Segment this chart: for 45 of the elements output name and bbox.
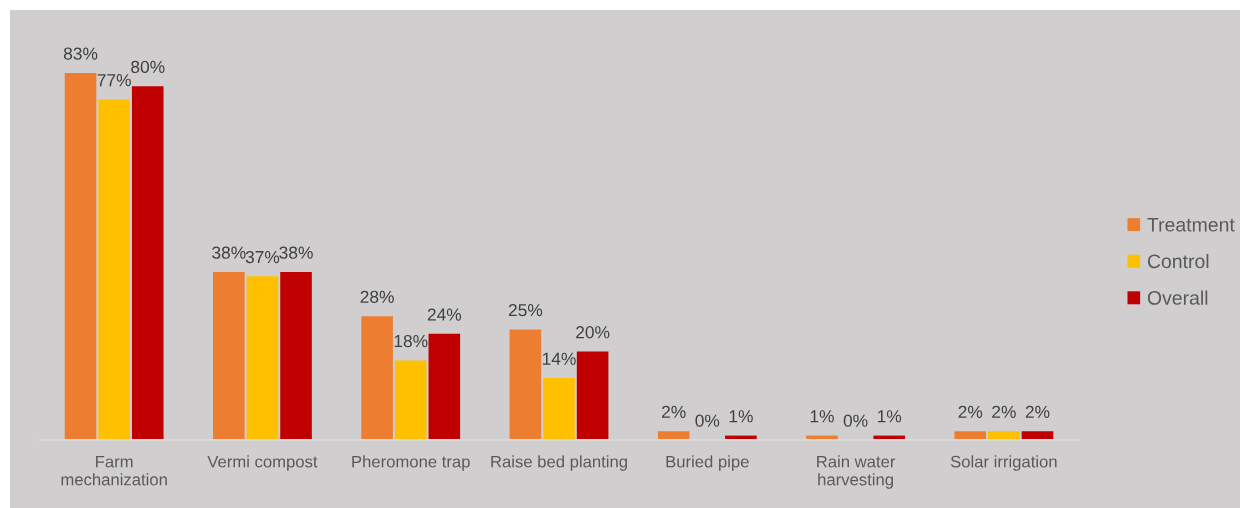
- legend-label: Control: [1147, 253, 1209, 269]
- data-label: 24%: [427, 308, 462, 321]
- bar: [576, 351, 609, 440]
- data-label: 2%: [662, 405, 686, 418]
- legend-label: Treatment: [1147, 218, 1235, 232]
- data-label: 2%: [958, 405, 983, 418]
- x-tick-label: Vermi compost: [207, 455, 318, 471]
- bar: [361, 316, 393, 440]
- bar: [509, 329, 542, 440]
- bar: [246, 276, 279, 440]
- data-label: 1%: [729, 410, 753, 423]
- bar: [64, 72, 97, 440]
- data-label: 20%: [576, 326, 610, 339]
- data-label: 1%: [810, 410, 834, 423]
- data-label: 28%: [360, 290, 394, 304]
- data-label: 37%: [245, 250, 280, 264]
- data-label: 77%: [97, 74, 131, 87]
- bar: [543, 378, 575, 440]
- data-label: 25%: [508, 303, 543, 317]
- data-label: 18%: [394, 334, 428, 348]
- bar: [213, 271, 245, 440]
- data-label: 1%: [877, 410, 902, 423]
- data-label: 0%: [695, 414, 720, 427]
- data-label: 2%: [992, 405, 1016, 418]
- bar: [394, 360, 427, 440]
- data-label: 14%: [542, 352, 576, 365]
- data-label: 0%: [843, 414, 868, 427]
- legend-label: Overall: [1147, 290, 1208, 305]
- x-tick-label: Farm mechanization: [61, 455, 167, 486]
- data-label: 83%: [63, 47, 98, 60]
- x-tick-label: Pheromone trap: [352, 455, 470, 471]
- data-label: 2%: [1025, 405, 1050, 418]
- bar: [280, 271, 312, 440]
- data-label: 80%: [131, 60, 165, 74]
- x-tick-label: Raise bed planting: [491, 455, 627, 471]
- bar: [131, 86, 164, 440]
- x-tick-label: Buried pipe: [666, 455, 749, 471]
- bar: [98, 99, 130, 440]
- x-tick-label: Rain water harvesting: [817, 455, 896, 489]
- data-label: 38%: [212, 246, 246, 259]
- bar: [988, 431, 1020, 440]
- data-label: 38%: [279, 246, 313, 259]
- bar: [954, 431, 987, 440]
- bar: [428, 333, 461, 440]
- x-tick-label: Solar irrigation: [950, 455, 1057, 471]
